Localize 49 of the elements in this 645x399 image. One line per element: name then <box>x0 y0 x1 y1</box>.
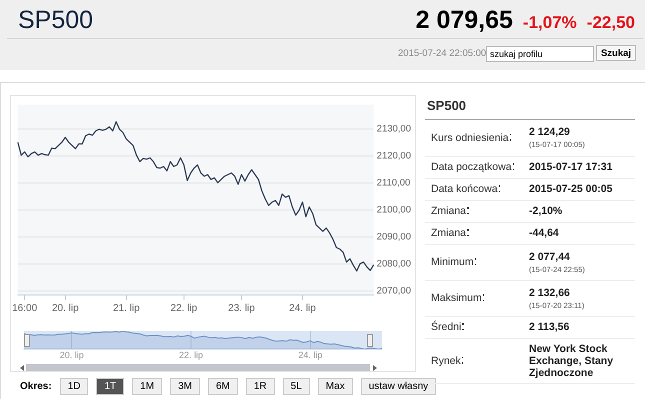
text: -22,50 <box>586 13 635 32</box>
category-label: Rynek <box>431 354 461 366</box>
y-tick-label: 2080,00 <box>376 258 412 270</box>
y-tick-label: 2120,00 <box>376 150 412 162</box>
x-tick-label: 22. lip <box>170 302 198 314</box>
text: 2015-07-25 00:05 <box>529 183 612 195</box>
x-tick-label: 20. lip <box>60 350 84 360</box>
text: 2015-07-24 22:05:00 <box>398 48 486 59</box>
y-tick-label: 2110,00 <box>376 178 410 189</box>
text: -1,07% <box>522 13 577 32</box>
text: -44,64 <box>529 227 559 239</box>
text: New York Stock Exchange, Stany Zjednoczone <box>529 342 614 378</box>
text: -2,10% <box>529 205 562 217</box>
text: 1T <box>96 378 124 395</box>
category-label: Minimum <box>431 256 474 268</box>
text: 2015-07-17 17:31 <box>529 161 612 173</box>
category-label: Zmiana <box>431 205 466 217</box>
category-label: Maksimum <box>431 292 482 304</box>
category-label: Kurs odniesienia <box>431 132 509 144</box>
text: 3M <box>170 378 200 395</box>
category-label: Zmiana <box>431 227 466 239</box>
y-tick-label: 2130,00 <box>376 124 412 135</box>
text: 1R <box>246 378 275 395</box>
text: Szukaj <box>596 45 636 61</box>
text: 1M <box>132 378 162 395</box>
text: Okres: <box>20 381 52 392</box>
x-tick-label: 21. lip <box>112 302 140 314</box>
text: ustaw własny <box>360 378 436 395</box>
y-tick-label: 2070,00 <box>376 286 412 297</box>
text: 6M <box>208 378 238 395</box>
text: SP500 <box>18 6 94 35</box>
text: SP500 <box>425 95 635 120</box>
category-label: Data początkowa <box>431 161 512 173</box>
text: 2 079,65 <box>416 6 513 34</box>
y-tick-label: 2100,00 <box>376 204 412 216</box>
x-tick-label: 23. lip <box>228 302 256 314</box>
x-tick-label: 20. lip <box>52 302 80 314</box>
x-tick-label: 24. lip <box>298 350 322 360</box>
x-tick-label: 16:00 <box>12 302 38 314</box>
y-tick-label: 2090,00 <box>376 232 412 243</box>
category-label: Średni <box>431 321 462 333</box>
search-field: szukaj profilu <box>486 46 594 62</box>
text: Max <box>318 378 353 395</box>
text: 1D <box>60 378 88 395</box>
text: 5L <box>282 378 310 395</box>
text: 2 113,56 <box>529 321 570 333</box>
category-label: Data końcowa <box>431 183 498 195</box>
x-tick-label: 22. lip <box>179 350 204 360</box>
x-tick-label: 24. lip <box>289 302 316 314</box>
